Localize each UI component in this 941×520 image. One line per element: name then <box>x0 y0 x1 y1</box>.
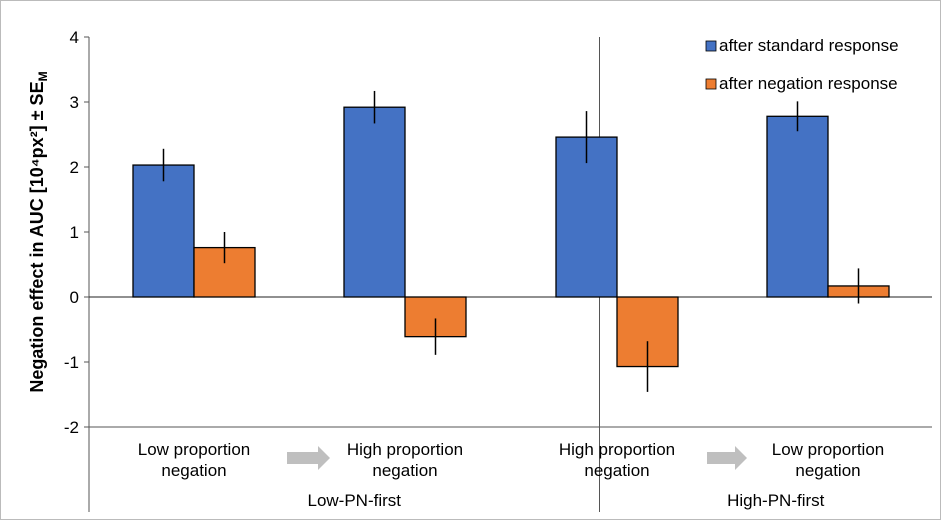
category-label: negation <box>584 461 649 480</box>
legend-label: after standard response <box>719 36 899 55</box>
y-tick-label: 2 <box>70 158 79 177</box>
group-label: High-PN-first <box>727 491 825 510</box>
group-label: Low-PN-first <box>307 491 401 510</box>
y-tick-label: -1 <box>64 353 79 372</box>
y-tick-label: 1 <box>70 223 79 242</box>
bar <box>132 164 195 298</box>
bar <box>766 115 829 298</box>
category-label: Low proportion <box>138 440 250 459</box>
y-tick-label: 0 <box>70 288 79 307</box>
category-label: negation <box>161 461 226 480</box>
legend: after standard response after negation re… <box>705 36 899 93</box>
y-tick-label: -2 <box>64 418 79 437</box>
transition-arrow-icon <box>707 446 747 470</box>
legend-label: after negation response <box>719 74 898 93</box>
category-label: Low proportion <box>772 440 884 459</box>
y-axis: 4 3 2 1 0 -1 -2 <box>64 28 89 437</box>
category-label: negation <box>372 461 437 480</box>
bars <box>132 90 890 392</box>
y-axis-title: Negation effect in AUC [10⁴px²] ± SEM <box>27 71 50 392</box>
x-axis: Low proportion negation High proportion neg… <box>138 440 884 510</box>
bar <box>555 136 618 298</box>
legend-swatch <box>705 40 717 52</box>
y-tick-label: 3 <box>70 93 79 112</box>
category-label: High proportion <box>347 440 463 459</box>
y-axis-title-subscript: M <box>36 71 50 81</box>
transition-arrow-icon <box>287 446 330 470</box>
bar <box>343 106 406 298</box>
category-label: High proportion <box>559 440 675 459</box>
y-tick-label: 4 <box>70 28 79 47</box>
category-label: negation <box>795 461 860 480</box>
legend-swatch <box>705 78 717 90</box>
bar <box>404 296 467 338</box>
